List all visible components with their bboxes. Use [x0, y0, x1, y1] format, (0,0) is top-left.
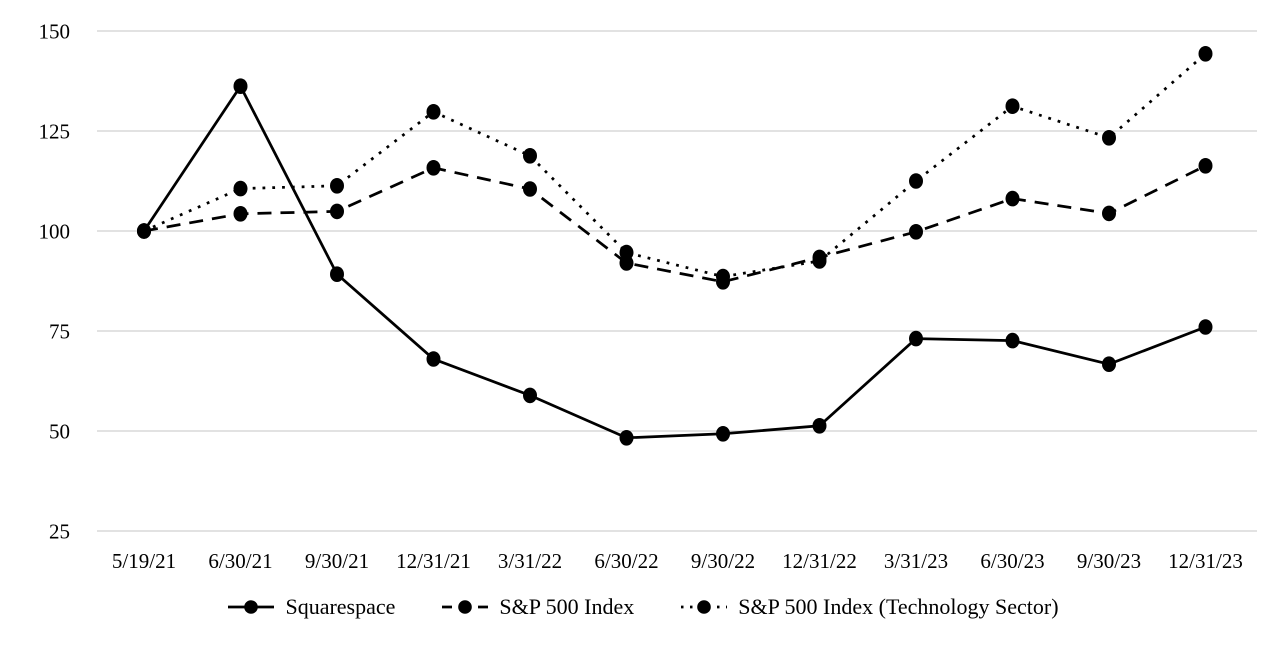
- performance-line-chart: 150 125 100 75 50 25 5/19/21 6/30/21 9/30/21 12/3…: [39, 20, 1257, 573]
- data-point: [909, 224, 923, 240]
- data-point: [716, 268, 730, 285]
- data-point: [909, 173, 923, 189]
- data-point: [1198, 319, 1213, 335]
- chart-legend: Squarespace S&P 500 Index S&P 500 Index …: [0, 596, 1286, 618]
- legend-marker-solid-line-icon: [228, 600, 275, 614]
- x-axis-tick-label: 3/31/23: [884, 549, 948, 573]
- series-line-dashed: [143, 164, 1207, 284]
- x-axis-tick-label: 6/30/23: [980, 549, 1044, 573]
- y-axis-tick-label: 50: [49, 420, 70, 444]
- x-axis-tick-label: 9/30/22: [691, 549, 755, 573]
- data-point: [1198, 46, 1213, 62]
- data-point: [426, 351, 441, 367]
- legend-item-sp500-tech: S&P 500 Index (Technology Sector): [680, 594, 1059, 619]
- data-point: [330, 203, 344, 220]
- data-point: [330, 266, 344, 283]
- data-point: [812, 418, 827, 434]
- x-axis-tick-label: 9/30/21: [305, 549, 369, 573]
- data-point: [1102, 356, 1116, 373]
- data-point: [523, 387, 537, 404]
- legend-item-squarespace: Squarespace: [227, 596, 395, 618]
- data-point: [1005, 332, 1020, 349]
- data-point: [909, 330, 923, 347]
- data-point: [1005, 190, 1020, 207]
- data-point: [330, 178, 344, 194]
- series-line-solid: [142, 83, 1206, 440]
- y-axis-tick-label: 150: [39, 20, 71, 44]
- data-point: [1198, 158, 1213, 174]
- legend-item-sp500: S&P 500 Index: [441, 596, 634, 618]
- x-axis-tick-label: 12/31/23: [1168, 549, 1243, 573]
- data-point: [1102, 205, 1116, 222]
- data-point: [137, 223, 151, 239]
- x-axis-tick-label: 9/30/23: [1077, 549, 1141, 573]
- data-point: [426, 160, 441, 176]
- legend-marker-dashed-line-icon: [442, 600, 489, 614]
- data-point: [426, 104, 441, 120]
- x-axis-tick-label: 6/30/22: [594, 549, 658, 573]
- data-point: [619, 244, 634, 261]
- data-point: [523, 148, 537, 164]
- y-axis-tick-label: 125: [39, 120, 71, 144]
- y-axis-tick-label: 75: [49, 320, 70, 344]
- data-point: [523, 181, 537, 197]
- data-point: [233, 180, 248, 197]
- x-axis-tick-label: 6/30/21: [208, 549, 272, 573]
- x-axis-tick-label: 3/31/22: [498, 549, 562, 573]
- x-axis-tick-label: 12/31/22: [782, 549, 857, 573]
- y-axis-tick-label: 100: [39, 220, 71, 244]
- y-axis-tick-label: 25: [49, 520, 70, 544]
- legend-marker-dotted-line-icon: [681, 600, 728, 614]
- series-line-dotted: [143, 52, 1207, 279]
- data-point: [1102, 130, 1116, 146]
- legend-label-sp500: S&P 500 Index: [499, 594, 635, 619]
- x-axis-tick-label: 5/19/21: [112, 549, 176, 573]
- legend-label-squarespace: Squarespace: [285, 594, 396, 619]
- data-point: [812, 253, 827, 269]
- x-axis-tick-label: 12/31/21: [396, 549, 471, 573]
- data-point: [233, 78, 248, 94]
- data-point: [233, 206, 248, 222]
- legend-label-sp500-tech: S&P 500 Index (Technology Sector): [738, 594, 1059, 619]
- data-point: [716, 426, 730, 442]
- data-point: [619, 430, 634, 446]
- data-point: [1005, 98, 1020, 114]
